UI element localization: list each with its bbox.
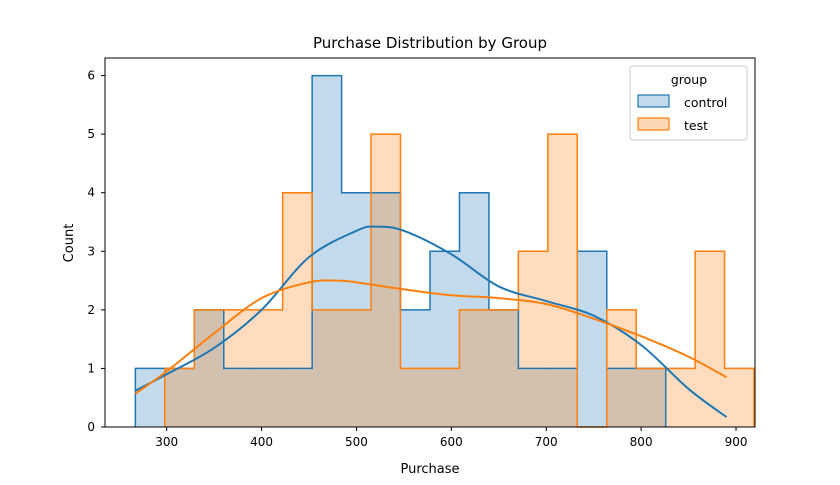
x-tick-label: 900 bbox=[725, 435, 748, 449]
test-bar bbox=[400, 368, 430, 427]
legend-swatch-test bbox=[637, 117, 670, 131]
y-tick-label: 5 bbox=[87, 127, 95, 141]
x-tick-label: 400 bbox=[250, 435, 273, 449]
x-tick-label: 700 bbox=[535, 435, 558, 449]
chart-title: Purchase Distribution by Group bbox=[313, 34, 547, 52]
test-bar bbox=[194, 309, 224, 427]
test-bar bbox=[341, 309, 372, 427]
test-bar bbox=[547, 134, 578, 427]
y-tick-label: 4 bbox=[87, 186, 95, 200]
test-bar bbox=[429, 368, 460, 427]
legend: group control test bbox=[629, 65, 748, 141]
control-bar bbox=[488, 309, 519, 427]
test-bar bbox=[695, 251, 725, 427]
test-bar bbox=[164, 368, 195, 427]
control-bar bbox=[547, 368, 578, 427]
control-bar bbox=[223, 368, 254, 427]
x-tick-label: 500 bbox=[345, 435, 368, 449]
test-bar bbox=[371, 134, 401, 427]
control-bar bbox=[282, 368, 313, 427]
control-bar bbox=[164, 368, 195, 427]
test-kde-line bbox=[134, 279, 728, 395]
y-tick-label: 3 bbox=[87, 244, 95, 258]
x-tick-label: 600 bbox=[440, 435, 463, 449]
legend-label-control: control bbox=[684, 95, 727, 110]
test-bar bbox=[459, 309, 489, 427]
y-tick-label: 1 bbox=[87, 361, 95, 375]
control-kde-line bbox=[134, 225, 728, 418]
legend-swatch-control bbox=[637, 94, 670, 108]
control-bar bbox=[606, 368, 637, 427]
test-bar bbox=[488, 309, 519, 427]
control-bar bbox=[253, 368, 283, 427]
x-axis: 300 400 500 600 700 800 900 bbox=[155, 427, 747, 449]
y-axis-title: Count bbox=[62, 224, 77, 263]
control-bar bbox=[430, 251, 460, 427]
plot-frame bbox=[104, 57, 756, 428]
control-bar bbox=[636, 368, 666, 427]
test-bar bbox=[665, 368, 696, 427]
y-axis: 0 1 2 3 4 5 6 bbox=[87, 69, 105, 434]
x-tick-label: 800 bbox=[630, 435, 653, 449]
control-bar bbox=[371, 192, 401, 427]
y-tick-label: 6 bbox=[87, 69, 95, 83]
y-tick-label: 0 bbox=[87, 420, 95, 434]
x-tick-label: 300 bbox=[155, 435, 178, 449]
test-bar bbox=[636, 368, 666, 427]
test-bar bbox=[518, 251, 548, 427]
y-tick-label: 2 bbox=[87, 303, 95, 317]
legend-title: group bbox=[671, 72, 707, 87]
control-bar bbox=[518, 368, 548, 427]
legend-label-test: test bbox=[684, 118, 708, 133]
test-bar bbox=[312, 309, 342, 427]
test-bar bbox=[282, 192, 313, 427]
control-bar bbox=[577, 251, 607, 427]
plot-area bbox=[134, 74, 755, 428]
test-histogram-outline bbox=[164, 133, 755, 428]
x-axis-title: Purchase bbox=[400, 462, 459, 477]
test-bar bbox=[724, 368, 755, 427]
